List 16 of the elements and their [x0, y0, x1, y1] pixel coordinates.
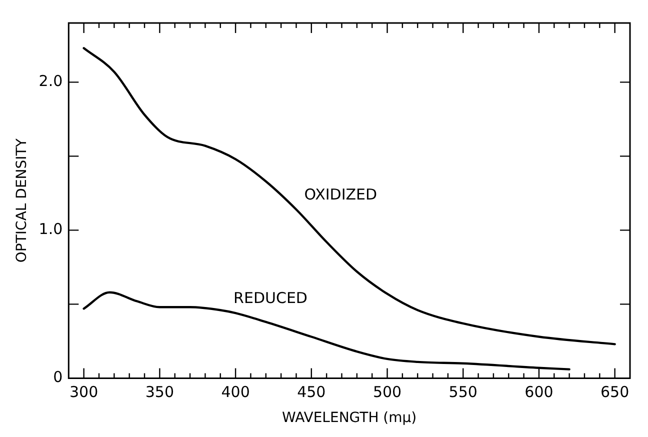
y-tick-label: 0 [53, 368, 63, 386]
x-tick-label: 600 [524, 383, 554, 402]
x-tick-label: 400 [221, 383, 250, 402]
line-series [82, 47, 616, 346]
y-tick-label: 1.0 [38, 220, 63, 238]
x-tick-label: 650 [600, 383, 630, 402]
x-tick-label: 300 [70, 383, 98, 402]
x-tick-label: 350 [145, 383, 174, 402]
y-tick-label: 2.0 [38, 72, 63, 90]
x-axis-title: WAVELENGTH (mμ) [282, 410, 417, 426]
series-label: OXIDIZED [304, 185, 378, 204]
x-tick-label: 550 [448, 383, 478, 402]
x-tick-label: 450 [297, 383, 326, 402]
y-axis-title: OPTICAL DENSITY [14, 138, 30, 263]
x-tick-label: 500 [372, 383, 402, 402]
series-label: REDUCED [234, 288, 308, 307]
